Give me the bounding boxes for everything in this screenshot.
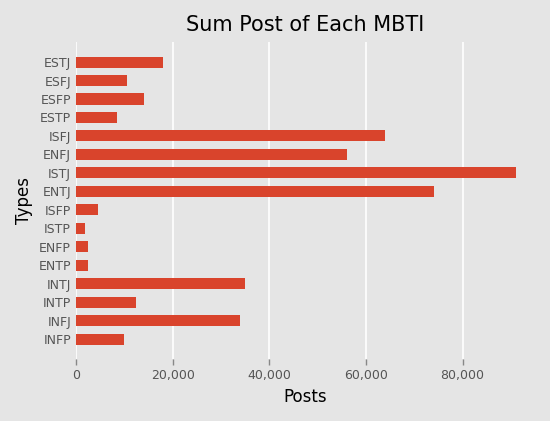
X-axis label: Posts: Posts: [284, 388, 327, 406]
Bar: [76, 297, 136, 308]
Bar: [76, 167, 516, 179]
Bar: [76, 149, 346, 160]
Title: Sum Post of Each MBTI: Sum Post of Each MBTI: [186, 15, 425, 35]
Bar: [76, 278, 245, 289]
Bar: [76, 315, 240, 326]
Bar: [76, 112, 117, 123]
Bar: [76, 223, 85, 234]
Bar: [76, 260, 88, 271]
Bar: [76, 204, 98, 216]
Bar: [76, 56, 163, 68]
Bar: [76, 333, 124, 345]
Bar: [76, 131, 385, 141]
Bar: [76, 241, 88, 252]
Bar: [76, 186, 433, 197]
Y-axis label: Types: Types: [15, 177, 33, 224]
Bar: [76, 75, 126, 86]
Bar: [76, 93, 144, 104]
